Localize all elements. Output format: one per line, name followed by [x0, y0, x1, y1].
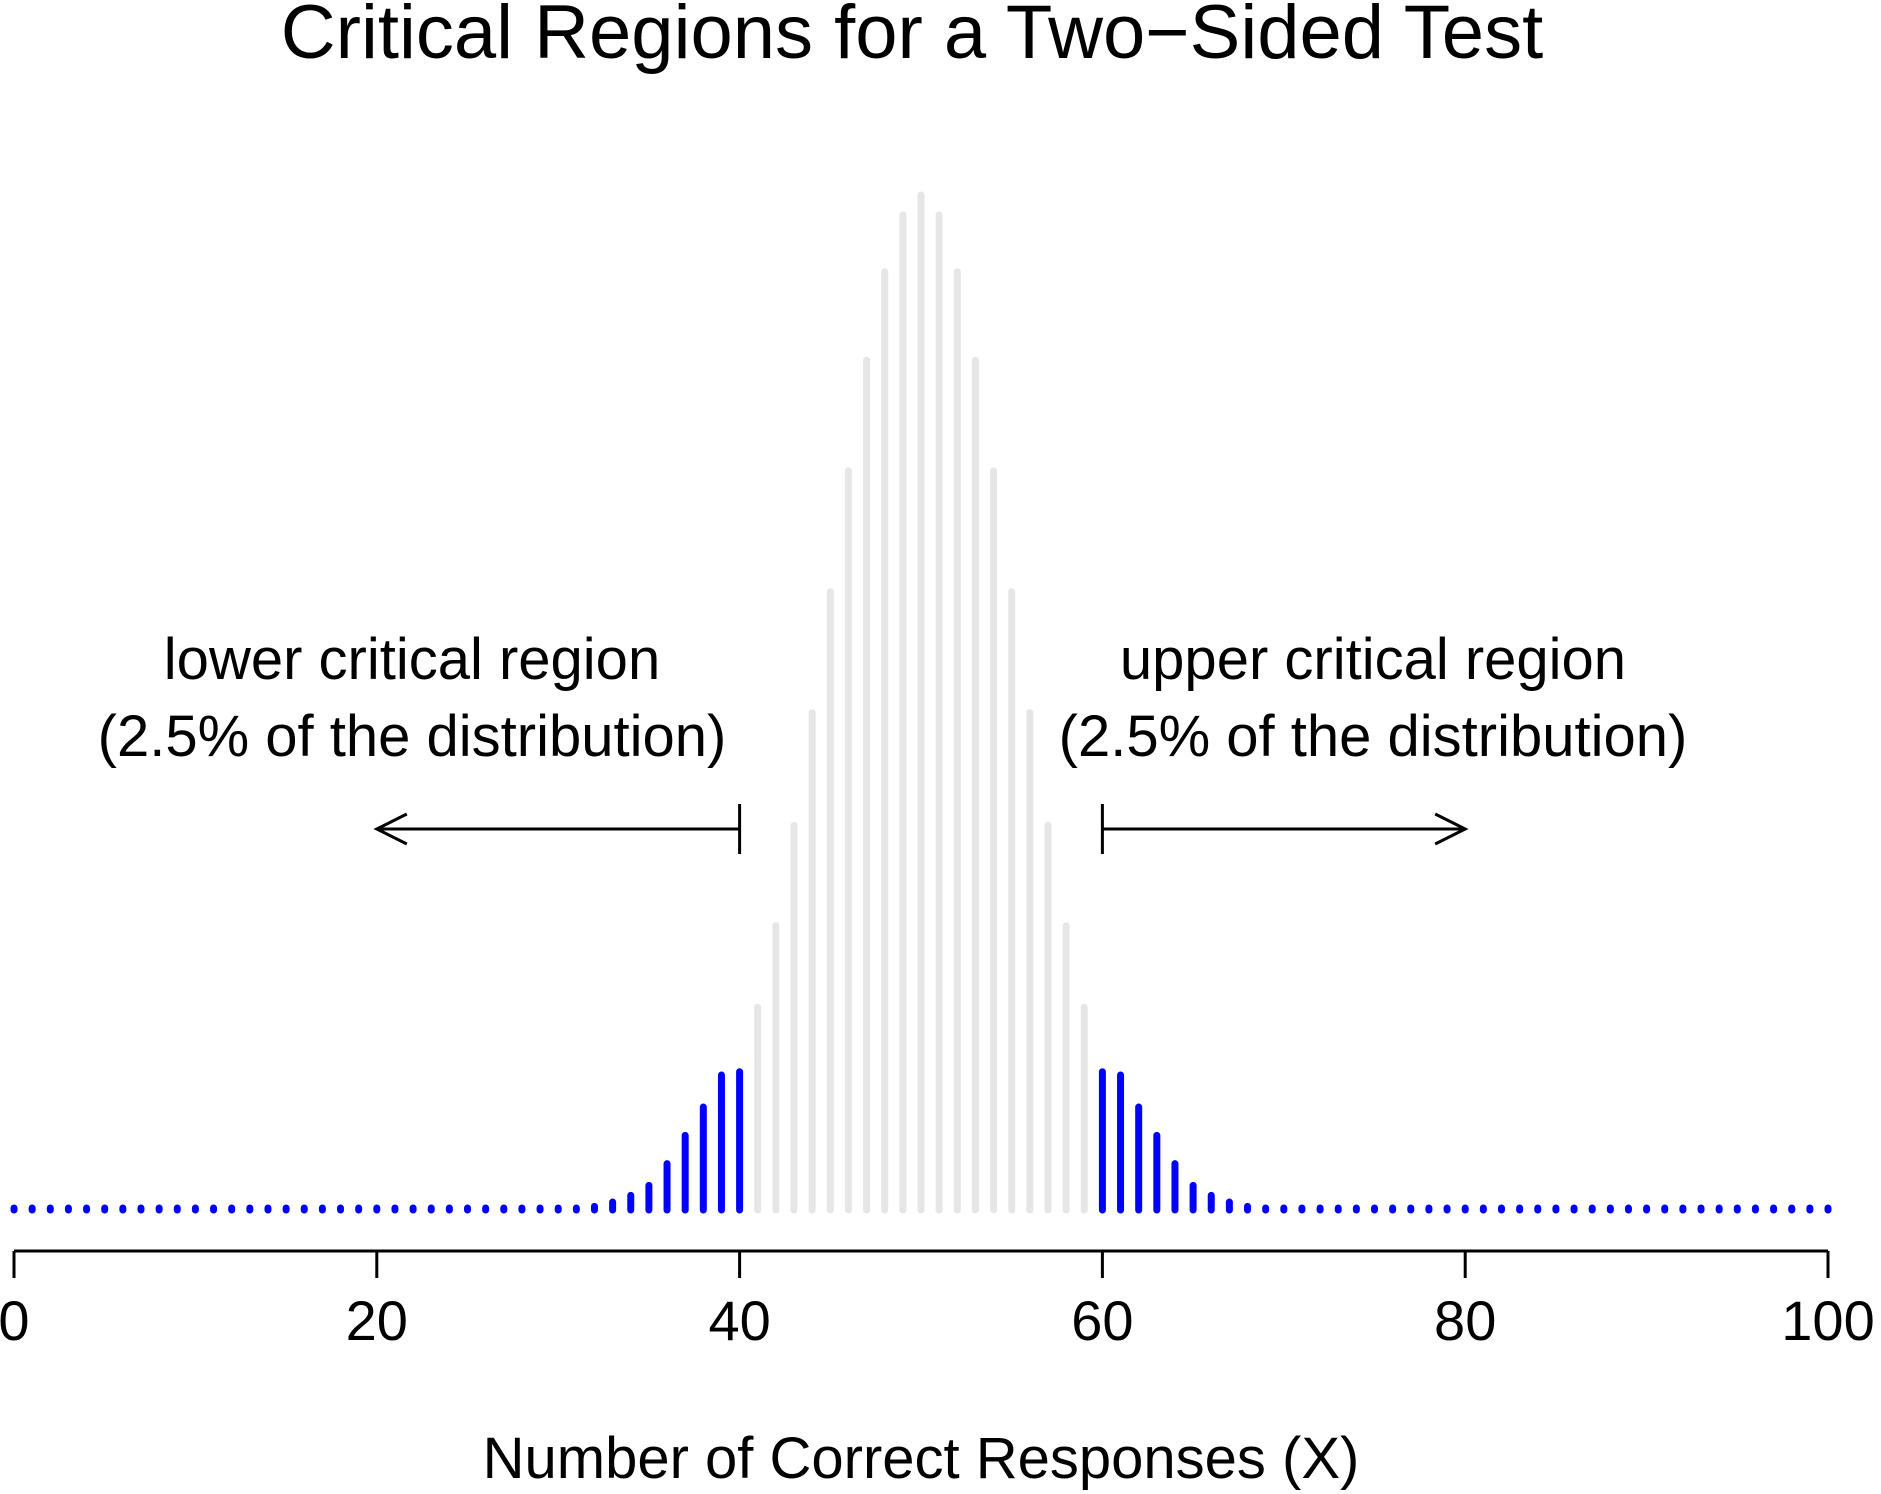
lower-region-arrow: [373, 804, 742, 854]
x-tick-label-40: 40: [708, 1289, 770, 1352]
chart-title: Critical Regions for a Two−Sided Test: [281, 0, 1543, 75]
x-tick-label-80: 80: [1434, 1289, 1496, 1352]
x-tick-label-20: 20: [346, 1289, 408, 1352]
x-axis-label: Number of Correct Responses (X): [483, 1426, 1360, 1491]
x-tick-label-100: 100: [1781, 1289, 1874, 1352]
upper-region-arrow: [1100, 804, 1469, 854]
lower-critical-annotation: lower critical region (2.5% of the distr…: [98, 627, 742, 854]
x-tick-label-0: 0: [0, 1289, 30, 1352]
upper-critical-annotation: upper critical region (2.5% of the distr…: [1059, 627, 1688, 854]
upper-region-percent: (2.5% of the distribution): [1059, 704, 1688, 769]
x-axis: 0 20 40 60 80 100: [0, 1249, 1875, 1352]
lower-arrow-head: [373, 812, 408, 846]
bars-group: [10, 191, 1832, 1214]
lower-region-label: lower critical region: [164, 627, 660, 692]
upper-arrow-head: [1434, 812, 1469, 846]
upper-region-label: upper critical region: [1120, 627, 1626, 692]
lower-region-percent: (2.5% of the distribution): [98, 704, 727, 769]
x-tick-label-60: 60: [1071, 1289, 1133, 1352]
